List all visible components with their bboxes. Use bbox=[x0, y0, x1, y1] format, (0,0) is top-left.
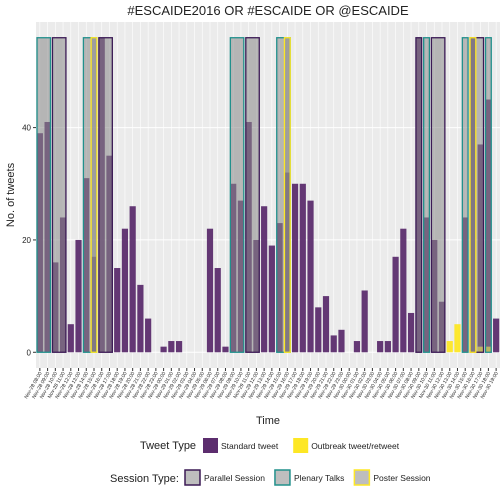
x-axis-label: Time bbox=[256, 415, 280, 427]
bar bbox=[330, 335, 337, 353]
bar bbox=[261, 206, 268, 353]
y-tick-label: 40 bbox=[22, 124, 31, 133]
bar bbox=[407, 312, 415, 353]
bar bbox=[75, 239, 82, 353]
session-box bbox=[51, 37, 67, 353]
y-tick-label: 20 bbox=[22, 236, 31, 245]
session-box bbox=[98, 37, 113, 353]
bar bbox=[338, 329, 345, 353]
legend-label: Plenary Talks bbox=[294, 473, 344, 483]
bar bbox=[291, 183, 299, 353]
session-box bbox=[484, 37, 492, 353]
bar bbox=[315, 307, 322, 353]
session-box bbox=[229, 37, 245, 353]
plot-background bbox=[36, 22, 500, 368]
bar bbox=[67, 324, 74, 353]
bar bbox=[175, 341, 183, 353]
session-box bbox=[245, 37, 260, 353]
session-box bbox=[90, 37, 98, 353]
bar bbox=[384, 341, 391, 353]
legend-label: Parallel Session bbox=[204, 473, 265, 483]
bar bbox=[307, 200, 314, 353]
session-box bbox=[469, 37, 477, 353]
bar bbox=[353, 341, 361, 353]
bar bbox=[400, 228, 407, 353]
y-tick-label: 0 bbox=[27, 348, 32, 357]
chart-title: #ESCAIDE2016 OR #ESCAIDE OR @ESCAIDE bbox=[127, 3, 409, 18]
bar bbox=[299, 183, 306, 353]
session-box bbox=[283, 37, 291, 353]
legend-label: Standard tweet bbox=[221, 441, 279, 451]
legend-title: Tweet Type bbox=[140, 440, 196, 452]
session-box bbox=[36, 37, 52, 353]
y-axis-label: No. of tweets bbox=[5, 162, 17, 227]
bar bbox=[322, 296, 330, 353]
bar bbox=[160, 346, 167, 353]
legend-key bbox=[293, 438, 309, 453]
legend-title: Session Type: bbox=[110, 473, 179, 485]
bar bbox=[168, 341, 175, 353]
legend-key bbox=[184, 469, 201, 486]
bar bbox=[446, 341, 453, 353]
bar bbox=[206, 228, 214, 353]
bar bbox=[377, 341, 384, 353]
session-box bbox=[423, 37, 431, 353]
legend-key bbox=[203, 438, 218, 453]
bar bbox=[268, 245, 275, 353]
bar bbox=[214, 268, 221, 353]
bar bbox=[114, 268, 121, 353]
bar bbox=[454, 324, 461, 353]
bar bbox=[129, 206, 136, 353]
bar bbox=[392, 256, 399, 353]
legend-key bbox=[274, 469, 291, 486]
bar bbox=[361, 290, 368, 353]
bar bbox=[121, 228, 129, 353]
legend-key bbox=[353, 469, 371, 486]
bar bbox=[145, 318, 152, 353]
session-box bbox=[430, 37, 446, 353]
legend-label: Outbreak tweet/retweet bbox=[311, 441, 400, 451]
legend-label: Poster Session bbox=[373, 473, 430, 483]
session-box bbox=[461, 37, 469, 353]
bar bbox=[493, 318, 500, 353]
bar bbox=[222, 346, 229, 353]
bar bbox=[137, 284, 144, 353]
session-box bbox=[415, 37, 423, 353]
